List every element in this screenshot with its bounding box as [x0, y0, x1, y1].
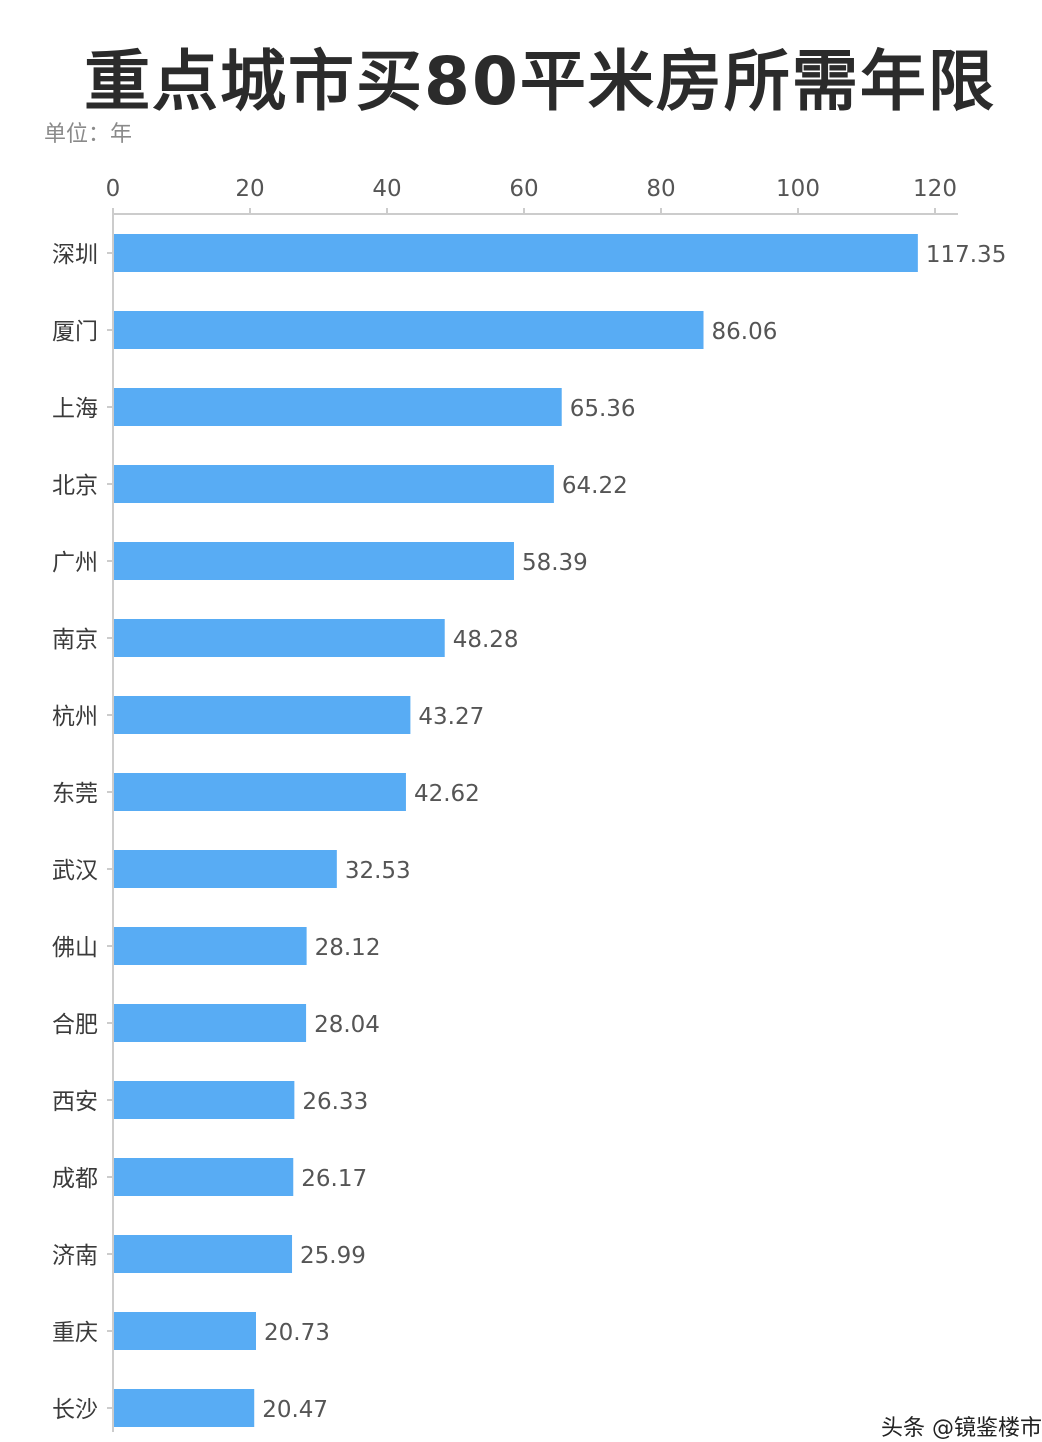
category-label: 济南: [52, 1243, 98, 1269]
x-tick-label: 40: [372, 176, 401, 202]
value-label: 20.73: [264, 1320, 330, 1346]
value-label: 86.06: [712, 319, 778, 345]
x-tick-label: 100: [776, 176, 820, 202]
footer-watermark: 头条 @镜鉴楼市: [881, 1416, 1042, 1441]
value-label: 20.47: [262, 1397, 328, 1423]
bar: [114, 311, 704, 349]
bar: [114, 542, 514, 580]
x-tick-label: 60: [509, 176, 538, 202]
category-label: 西安: [52, 1089, 98, 1115]
bar: [114, 388, 562, 426]
category-label: 上海: [52, 396, 98, 422]
chart-title: 重点城市买80平米房所需年限: [84, 43, 996, 120]
category-label: 厦门: [52, 319, 98, 345]
value-label: 42.62: [414, 781, 480, 807]
category-label: 长沙: [52, 1397, 98, 1423]
bar: [114, 850, 337, 888]
value-label: 43.27: [418, 704, 484, 730]
value-label: 32.53: [345, 858, 411, 884]
bar: [114, 773, 406, 811]
x-tick-label: 0: [106, 176, 121, 202]
category-label: 深圳: [52, 242, 98, 268]
category-label: 成都: [52, 1166, 98, 1192]
bar: [114, 1312, 257, 1350]
category-label: 北京: [52, 473, 98, 499]
bar: [114, 696, 411, 734]
x-tick-label: 120: [913, 176, 957, 202]
value-label: 48.28: [453, 627, 519, 653]
category-label: 广州: [52, 550, 98, 576]
value-label: 58.39: [522, 550, 588, 576]
value-label: 28.04: [314, 1012, 380, 1038]
bar: [114, 1081, 295, 1119]
category-label: 南京: [52, 627, 98, 653]
bar: [114, 619, 445, 657]
bar: [114, 1235, 293, 1273]
category-label: 杭州: [52, 704, 98, 730]
category-label: 武汉: [52, 858, 98, 884]
x-tick-label: 80: [646, 176, 675, 202]
x-tick-label: 20: [235, 176, 264, 202]
bar: [114, 1158, 294, 1196]
value-label: 26.33: [302, 1089, 368, 1115]
value-label: 117.35: [926, 242, 1006, 268]
bar: [114, 1004, 307, 1042]
category-label: 重庆: [52, 1320, 98, 1346]
bar: [114, 1389, 255, 1427]
value-label: 25.99: [300, 1243, 366, 1269]
bar: [114, 465, 554, 503]
category-label: 佛山: [52, 935, 98, 961]
value-label: 26.17: [301, 1166, 367, 1192]
value-label: 64.22: [562, 473, 628, 499]
value-label: 65.36: [570, 396, 636, 422]
value-label: 28.12: [315, 935, 381, 961]
bar: [114, 927, 307, 965]
category-label: 东莞: [52, 781, 98, 807]
category-label: 合肥: [52, 1012, 98, 1038]
bar: [114, 234, 918, 272]
unit-label: 单位：年: [44, 122, 133, 147]
